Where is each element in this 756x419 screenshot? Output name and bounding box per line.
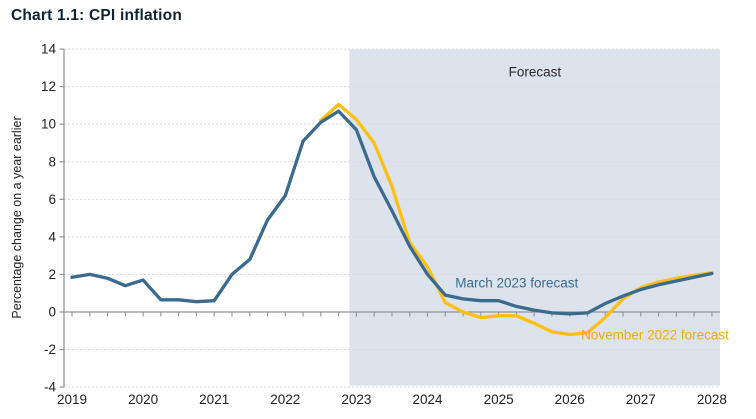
y-tick-label: 12 bbox=[41, 79, 56, 94]
y-tick-label: 4 bbox=[48, 229, 56, 244]
annotation-november-2022-forecast: November 2022 forecast bbox=[581, 327, 729, 342]
y-tick-label: -4 bbox=[44, 380, 56, 395]
x-tick-label: 2020 bbox=[128, 392, 158, 407]
x-tick-label: 2023 bbox=[341, 392, 371, 407]
forecast-region bbox=[349, 49, 720, 386]
line-november-2022-forecast bbox=[319, 102, 714, 337]
y-tick-label: 14 bbox=[41, 42, 57, 57]
x-tick-label: 2021 bbox=[199, 392, 229, 407]
annotation-forecast: Forecast bbox=[509, 64, 562, 79]
x-tick-label: 2025 bbox=[484, 392, 514, 407]
y-tick-label: -2 bbox=[44, 342, 56, 357]
x-tick-label: 2024 bbox=[412, 392, 443, 407]
annotation-march-2023-forecast: March 2023 forecast bbox=[455, 276, 578, 291]
y-tick-label: 6 bbox=[48, 192, 56, 207]
x-tick-label: 2027 bbox=[626, 392, 656, 407]
x-tick-label: 2026 bbox=[555, 392, 585, 407]
chart-title: Chart 1.1: CPI inflation bbox=[11, 7, 183, 24]
y-tick-label: 0 bbox=[48, 305, 56, 320]
x-tick-label: 2019 bbox=[57, 392, 87, 407]
x-tick-label: 2022 bbox=[270, 392, 300, 407]
y-tick-label: 8 bbox=[48, 154, 56, 169]
y-axis-title: Percentage change on a year earlier bbox=[10, 116, 24, 318]
y-tick-label: 2 bbox=[48, 267, 56, 282]
line-march-2023-forecast bbox=[70, 109, 714, 316]
y-tick-label: 10 bbox=[41, 117, 56, 132]
x-tick-label: 2028 bbox=[697, 392, 727, 407]
